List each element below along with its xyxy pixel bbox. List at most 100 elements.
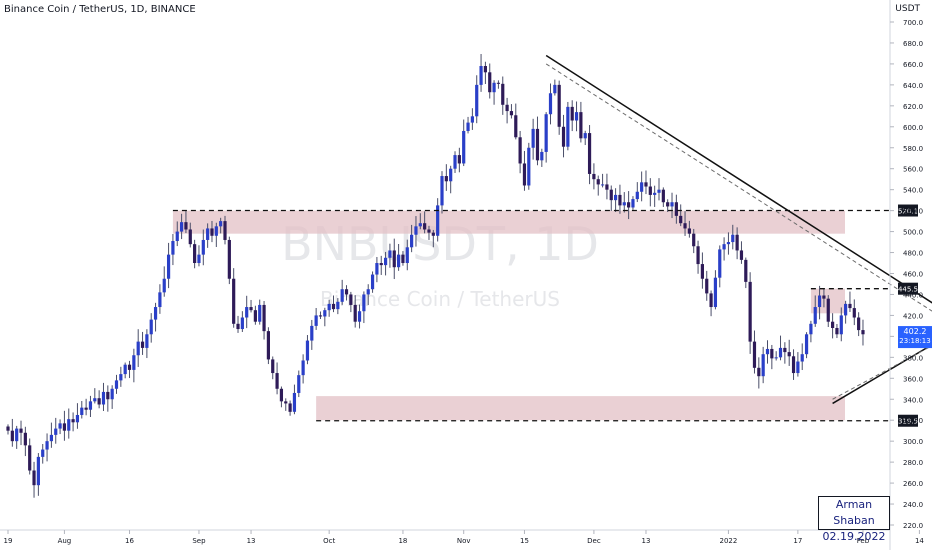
candle xyxy=(627,191,631,220)
candle xyxy=(166,242,171,289)
candle xyxy=(201,229,205,266)
candle xyxy=(579,101,583,143)
time-tick-label: 19 xyxy=(4,537,13,545)
candle xyxy=(210,220,214,243)
last-price-value: 402.2 xyxy=(904,327,927,336)
price-tick-label: 600.0 xyxy=(903,124,923,132)
bar-countdown: 23:18:13 xyxy=(899,337,930,345)
candle xyxy=(331,295,336,313)
candle xyxy=(692,228,696,254)
candle xyxy=(583,130,587,146)
candle xyxy=(857,312,861,337)
candle xyxy=(444,164,448,191)
candle xyxy=(193,239,197,269)
candle xyxy=(466,116,470,134)
candle xyxy=(674,194,678,224)
key-levels[interactable]: 520.1 445.5 319.5 xyxy=(172,204,918,427)
candle xyxy=(353,295,357,328)
price-tick-label: 560.0 xyxy=(903,166,923,174)
candle xyxy=(318,311,323,320)
candle xyxy=(787,339,791,366)
time-tick-label: 14 xyxy=(915,537,924,545)
candle xyxy=(635,182,639,203)
candle xyxy=(470,108,474,130)
candle xyxy=(28,438,32,475)
candle xyxy=(501,76,505,115)
candle xyxy=(253,305,257,325)
candle xyxy=(748,272,752,354)
candle xyxy=(41,444,45,464)
time-tick-label: Dec xyxy=(587,537,601,545)
candle xyxy=(106,385,110,412)
candle xyxy=(731,224,735,250)
price-zone[interactable] xyxy=(172,210,846,234)
candle xyxy=(813,295,817,327)
candle xyxy=(535,116,540,166)
trendline[interactable] xyxy=(832,338,932,400)
price-tick-label: 440.0 xyxy=(903,291,923,299)
time-axis[interactable]: 19Aug16Sep13Oct18Nov15Dec13202217Feb14Ma… xyxy=(4,530,932,545)
candle xyxy=(397,243,401,271)
candle xyxy=(809,320,813,343)
price-axis[interactable]: 220.0 240.0 260.0 280.0 300.0 320.0 340.0 360.0… xyxy=(890,19,923,530)
signature-date: 02.19.2022 xyxy=(822,530,886,543)
candle xyxy=(301,354,305,384)
candle xyxy=(127,360,132,379)
candle xyxy=(449,165,453,194)
last-price-tag: 402.2 23:18:13 xyxy=(898,326,932,349)
candle xyxy=(366,284,370,306)
candle xyxy=(614,188,618,212)
candle xyxy=(622,192,626,213)
candle xyxy=(180,213,184,240)
candle xyxy=(36,453,40,496)
candle xyxy=(344,285,349,301)
time-tick-label: 17 xyxy=(793,537,802,545)
candle xyxy=(45,433,49,462)
candle xyxy=(15,425,19,449)
candle xyxy=(227,236,231,285)
candle xyxy=(19,420,23,446)
candle xyxy=(527,142,531,190)
candle xyxy=(557,80,561,135)
candle xyxy=(574,101,579,132)
candle xyxy=(778,335,783,361)
candle xyxy=(479,54,483,92)
candle xyxy=(657,178,661,201)
symbol-title: Binance Coin / TetherUS, 1D, BINANCE xyxy=(4,4,196,15)
trendline[interactable] xyxy=(545,54,932,328)
candle xyxy=(783,342,787,364)
candle xyxy=(305,335,310,365)
candle xyxy=(392,238,396,280)
price-tick-label: 220.0 xyxy=(903,522,923,530)
candle xyxy=(240,311,244,332)
supply-demand-zones[interactable] xyxy=(172,210,846,421)
candle xyxy=(765,340,770,364)
candle xyxy=(752,330,757,374)
trendline[interactable] xyxy=(545,63,932,336)
candle xyxy=(101,382,106,411)
candle xyxy=(687,220,691,238)
candle xyxy=(648,178,652,207)
candle xyxy=(800,343,804,371)
price-tick-label: 680.0 xyxy=(903,40,923,48)
candle xyxy=(323,307,327,327)
candle xyxy=(140,331,145,355)
candle xyxy=(93,388,97,404)
candle xyxy=(23,426,27,457)
price-tick-label: 580.0 xyxy=(903,145,923,153)
candle xyxy=(709,290,713,317)
price-zone[interactable] xyxy=(316,396,845,421)
candle xyxy=(6,424,10,435)
candle xyxy=(340,279,344,305)
candle xyxy=(531,118,535,160)
candle xyxy=(666,199,670,213)
price-tick-label: 380.0 xyxy=(903,354,923,362)
candle xyxy=(271,356,275,380)
candle xyxy=(431,229,435,248)
candle xyxy=(110,385,114,409)
candle xyxy=(640,171,644,202)
candle xyxy=(84,398,88,416)
candle xyxy=(158,284,162,314)
